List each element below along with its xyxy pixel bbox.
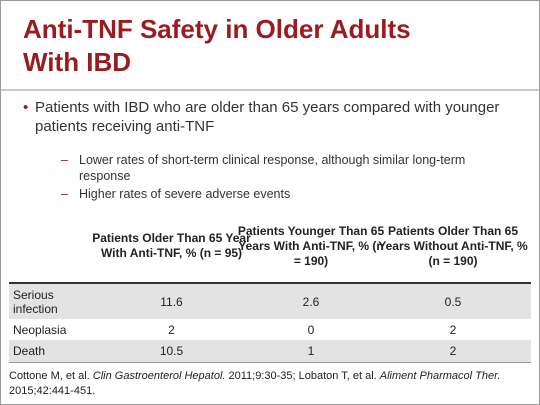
sub-bullet-text: Higher rates of severe adverse events <box>79 187 291 201</box>
citation: Cottone M, et al. Clin Gastroenterol Hep… <box>9 369 531 399</box>
table-cell: 2.6 <box>302 294 320 309</box>
citation-journal: Clin Gastroenterol Hepatol. <box>92 370 226 382</box>
table-bottom-rule <box>9 362 531 363</box>
title-line-2: With IBD <box>23 47 132 77</box>
table-cell: 10.5 <box>159 344 184 358</box>
table-cell: 2 <box>449 322 457 337</box>
sub-bullet-1: – Lower rates of short-term clinical res… <box>61 152 519 184</box>
row-label: Neoplasia <box>13 322 67 337</box>
table-cell: 2 <box>168 322 175 337</box>
table-row-serious-infection: Serious infection 11.6 2.6 0.5 <box>9 284 531 319</box>
sub-bullet-marker: – <box>61 153 68 167</box>
table-cell: 1 <box>307 344 315 358</box>
citation-text: 2015;42:441-451. <box>9 385 96 397</box>
sub-bullet-2: – Higher rates of severe adverse events <box>61 186 519 202</box>
sub-bullet-marker: – <box>61 187 68 201</box>
table-cell: 2 <box>449 344 457 358</box>
row-label: Serious infection <box>13 287 58 316</box>
sub-bullet-text: Lower rates of short-term clinical respo… <box>79 153 466 183</box>
table-row-death: Death 10.5 1 2 <box>9 340 531 362</box>
title-divider <box>1 89 539 91</box>
table-cell: 11.6 <box>160 294 183 309</box>
citation-text: Cottone M, et al. <box>9 370 93 382</box>
bullet-marker: • <box>23 99 29 116</box>
slide-title: Anti-TNF Safety in Older Adults With IBD <box>23 13 523 79</box>
table-row-neoplasia: Neoplasia 2 0 2 <box>9 319 531 340</box>
row-label: Death <box>13 344 46 358</box>
main-bullet: • Patients with IBD who are older than 6… <box>23 98 515 136</box>
bullet-text: Patients with IBD who are older than 65 … <box>35 99 500 135</box>
table-cell: 0 <box>307 322 315 337</box>
table-cell: 0.5 <box>444 294 462 309</box>
column-header-younger-with-anti-tnf: Patients Younger Than 65 Years With Anti… <box>237 223 385 268</box>
title-line-1: Anti-TNF Safety in Older Adults <box>23 14 411 44</box>
citation-journal: Aliment Pharmacol Ther. <box>379 370 501 382</box>
table-header-rule <box>9 282 531 284</box>
column-header-older-with-anti-tnf: Patients Older Than 65 Year With Anti-TN… <box>92 231 251 260</box>
column-header-older-without-anti-tnf: Patients Older Than 65 Years Without Ant… <box>378 223 528 268</box>
citation-text: 2011;9:30-35; Lobaton T, et al. <box>225 370 380 382</box>
